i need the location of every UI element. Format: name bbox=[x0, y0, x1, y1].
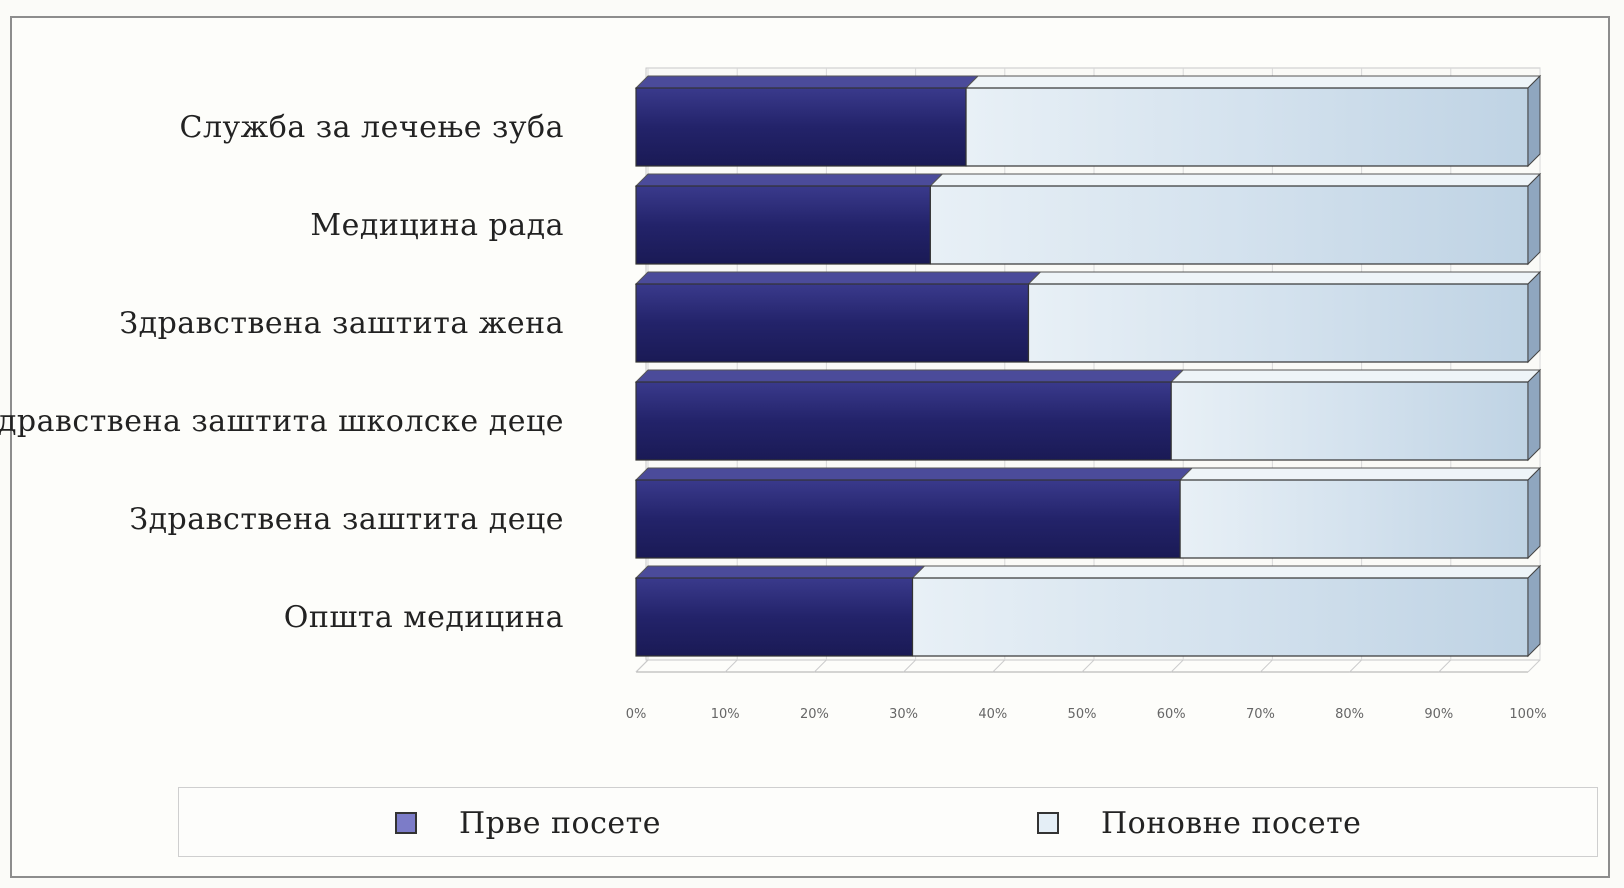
bar-repeat-visits bbox=[1179, 479, 1529, 559]
bar-repeat-visits bbox=[1027, 283, 1529, 363]
bar-repeat-top bbox=[964, 75, 1542, 89]
bar-first-visits bbox=[635, 381, 1172, 461]
bar-group bbox=[634, 368, 1542, 462]
bar-side bbox=[1527, 172, 1541, 266]
legend-label-first: Прве посете bbox=[459, 805, 662, 841]
gridline-floor bbox=[903, 659, 916, 673]
category-label: Медицина рада bbox=[310, 208, 564, 243]
category-label: Здравствена заштита жена bbox=[119, 306, 564, 341]
x-tick-label: 40% bbox=[978, 707, 1007, 722]
bar-group bbox=[634, 466, 1542, 560]
gridline-floor bbox=[1081, 659, 1095, 673]
gridline-floor bbox=[635, 659, 649, 673]
bar-group bbox=[634, 270, 1542, 364]
bar-repeat-top bbox=[1027, 271, 1542, 285]
plot-area bbox=[635, 67, 1541, 673]
bar-group bbox=[634, 564, 1542, 658]
bar-repeat-top bbox=[1178, 467, 1542, 481]
x-tick-label: 0% bbox=[626, 707, 647, 722]
bar-group bbox=[634, 74, 1542, 168]
x-tick-label: 50% bbox=[1068, 707, 1097, 722]
bar-repeat-top bbox=[1169, 369, 1542, 383]
bar-first-visits bbox=[635, 479, 1181, 559]
bar-first-top bbox=[634, 369, 1185, 383]
bar-first-visits bbox=[635, 577, 914, 657]
x-tick-label: 30% bbox=[889, 707, 918, 722]
bar-side bbox=[1527, 270, 1541, 364]
bar-repeat-top bbox=[911, 565, 1542, 579]
bar-side bbox=[1527, 74, 1541, 168]
gridline-floor bbox=[1438, 659, 1452, 673]
x-tick-label: 70% bbox=[1246, 707, 1275, 722]
bar-first-visits bbox=[635, 283, 1030, 363]
legend-swatch-repeat bbox=[1037, 812, 1059, 834]
bars-group bbox=[634, 74, 1542, 658]
gridline-floor bbox=[1349, 659, 1362, 673]
x-tick-label: 80% bbox=[1335, 707, 1364, 722]
category-label: Здравствена заштита деце bbox=[129, 502, 564, 537]
bar-first-visits bbox=[635, 87, 967, 167]
gridline-floor bbox=[1260, 659, 1273, 673]
category-label: Служба за лечење зуба bbox=[179, 110, 564, 145]
x-tick-label: 90% bbox=[1424, 707, 1453, 722]
bar-repeat-visits bbox=[965, 87, 1529, 167]
gridline-floor bbox=[1170, 659, 1184, 673]
bar-side bbox=[1527, 466, 1541, 560]
legend: Прве посете Поновне посете bbox=[178, 787, 1598, 857]
x-tick-label: 10% bbox=[711, 707, 740, 722]
gridline-floor bbox=[724, 659, 738, 673]
bar-repeat-visits bbox=[929, 185, 1529, 265]
gridlines bbox=[635, 68, 1541, 673]
bar-group bbox=[634, 172, 1542, 266]
gridline-floor bbox=[1527, 659, 1541, 673]
category-label: Општа медицина bbox=[283, 600, 564, 635]
legend-label-repeat: Поновне посете bbox=[1101, 805, 1362, 841]
x-axis-ticks: 0% 10% 20% 30% 40% 50% 60% 70% 80% 90% 100% bbox=[626, 707, 1547, 722]
plot-background bbox=[645, 67, 1541, 661]
bar-side bbox=[1527, 368, 1541, 462]
gridline-floor bbox=[992, 659, 1006, 673]
x-tick-label: 20% bbox=[800, 707, 829, 722]
bar-first-visits bbox=[635, 185, 931, 265]
x-tick-label: 100% bbox=[1509, 707, 1546, 722]
bar-side bbox=[1527, 564, 1541, 658]
bar-first-top bbox=[634, 75, 980, 89]
bar-repeat-visits bbox=[911, 577, 1529, 657]
bar-first-top bbox=[634, 173, 944, 187]
gridline-floor bbox=[814, 659, 827, 673]
bar-first-top bbox=[634, 467, 1194, 481]
legend-item-first-visits: Прве посете bbox=[395, 788, 661, 858]
x-tick-label: 60% bbox=[1157, 707, 1186, 722]
bar-repeat-top bbox=[929, 173, 1542, 187]
category-label: Здравствена заштита школске деце bbox=[0, 404, 564, 439]
legend-item-repeat-visits: Поновне посете bbox=[1037, 788, 1361, 858]
bar-first-top bbox=[634, 271, 1042, 285]
bar-first-top bbox=[634, 565, 926, 579]
bar-repeat-visits bbox=[1170, 381, 1529, 461]
legend-swatch-first bbox=[395, 812, 417, 834]
